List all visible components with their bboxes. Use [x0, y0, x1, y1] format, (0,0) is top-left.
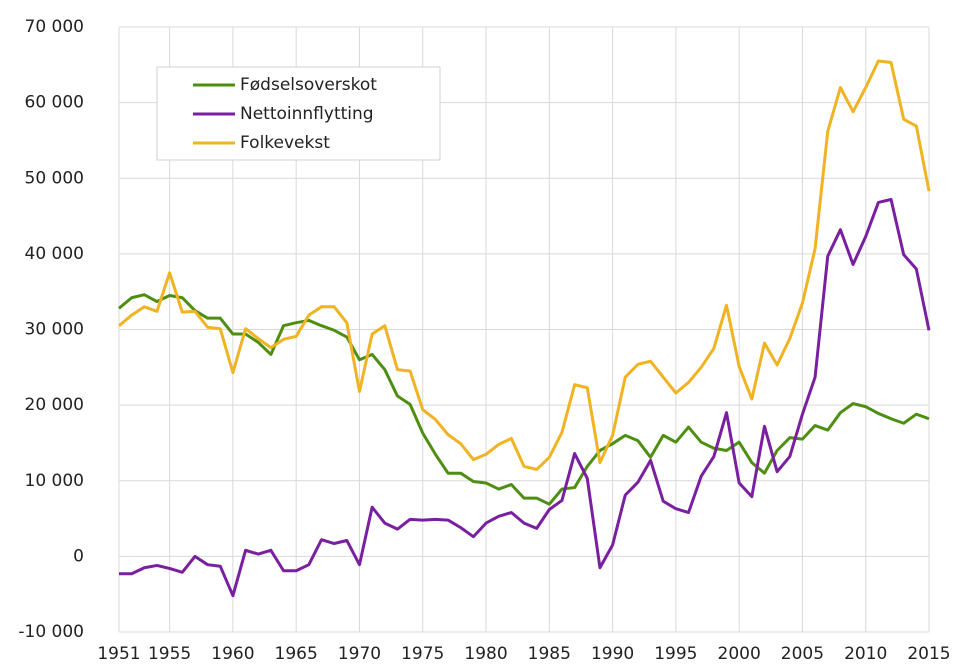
x-tick-label: 1995	[654, 644, 697, 664]
x-tick-label: 1985	[528, 644, 571, 664]
x-tick-label: 2010	[844, 644, 887, 664]
legend-label: Nettoinnflytting	[240, 104, 374, 124]
y-tick-label: 20 000	[25, 395, 84, 415]
x-tick-label: 2000	[718, 644, 761, 664]
x-tick-label: 1975	[401, 644, 444, 664]
x-tick-label: 1965	[275, 644, 318, 664]
y-tick-label: 10 000	[25, 471, 84, 491]
legend: Fødselsoverskot Nettoinnflytting Folkeveks…	[156, 66, 441, 161]
y-tick-label: 60 000	[25, 93, 84, 113]
x-tick-label: 1951	[97, 644, 140, 664]
x-tick-label: 1980	[464, 644, 507, 664]
x-tick-label: 2005	[781, 644, 824, 664]
x-tick-label: 1960	[211, 644, 254, 664]
legend-label: Folkevekst	[240, 133, 330, 153]
legend-label: Fødselsoverskot	[240, 75, 377, 95]
y-tick-label: 70 000	[25, 17, 84, 37]
y-tick-label: -10 000	[18, 622, 84, 642]
y-tick-label: 40 000	[25, 244, 84, 264]
x-tick-label: 1990	[591, 644, 634, 664]
series-line	[119, 197, 931, 598]
y-tick-label: 50 000	[25, 168, 84, 188]
series-line	[118, 59, 931, 471]
x-tick-label: 1970	[338, 644, 381, 664]
y-tick-label: 30 000	[25, 320, 84, 340]
y-tick-label: 0	[73, 546, 84, 566]
x-tick-label: 1955	[148, 644, 191, 664]
x-tick-label: 2015	[907, 644, 950, 664]
